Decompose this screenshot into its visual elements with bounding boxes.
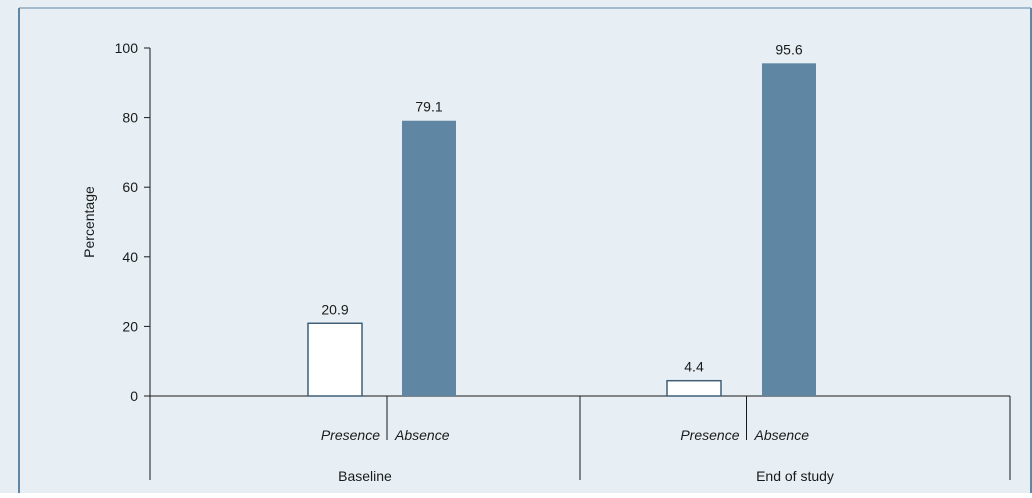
data-label: 79.1 — [415, 99, 442, 115]
data-label: 20.9 — [321, 301, 348, 317]
y-tick-label: 80 — [122, 110, 138, 126]
y-tick-label: 0 — [130, 388, 138, 404]
y-tick-label: 100 — [115, 40, 139, 56]
y-axis-title: Percentage — [81, 186, 97, 258]
category-label: Absence — [754, 427, 810, 443]
group-label: End of study — [756, 468, 834, 484]
y-tick-label: 60 — [122, 179, 138, 195]
group-label: Baseline — [338, 468, 392, 484]
category-label: Presence — [680, 427, 739, 443]
category-label: Absence — [394, 427, 450, 443]
bar-presence — [666, 379, 722, 397]
y-tick-label: 20 — [122, 318, 138, 334]
bar-absence — [402, 120, 456, 397]
category-label: Presence — [321, 427, 380, 443]
y-tick-label: 40 — [122, 249, 138, 265]
data-label: 4.4 — [684, 359, 704, 375]
bar-presence — [307, 322, 363, 397]
bar-absence — [762, 63, 816, 396]
data-label: 95.6 — [775, 41, 802, 57]
